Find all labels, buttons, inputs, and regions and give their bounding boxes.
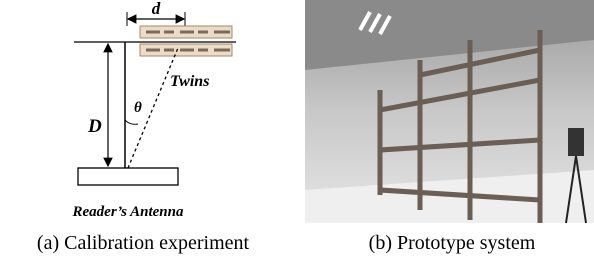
calibration-diagram: d Twins D θ Reader’s Antenna — [72, 0, 236, 220]
caption: (b) Prototype system — [369, 232, 536, 254]
prototype-photo — [305, 0, 594, 223]
caption: (a) Calibration experiment — [37, 232, 250, 254]
tag-label: Twins — [170, 73, 209, 90]
height-label: D — [87, 116, 102, 137]
figure: d Twins D θ Reader’s Antenna (a) Calibra… — [0, 0, 594, 258]
angle-label: θ — [134, 100, 142, 116]
antenna-label: Reader’s Antenna — [72, 204, 184, 220]
angle-arc — [125, 120, 138, 124]
distance-label: d — [152, 0, 161, 18]
antenna — [78, 168, 178, 185]
reader — [568, 128, 584, 156]
